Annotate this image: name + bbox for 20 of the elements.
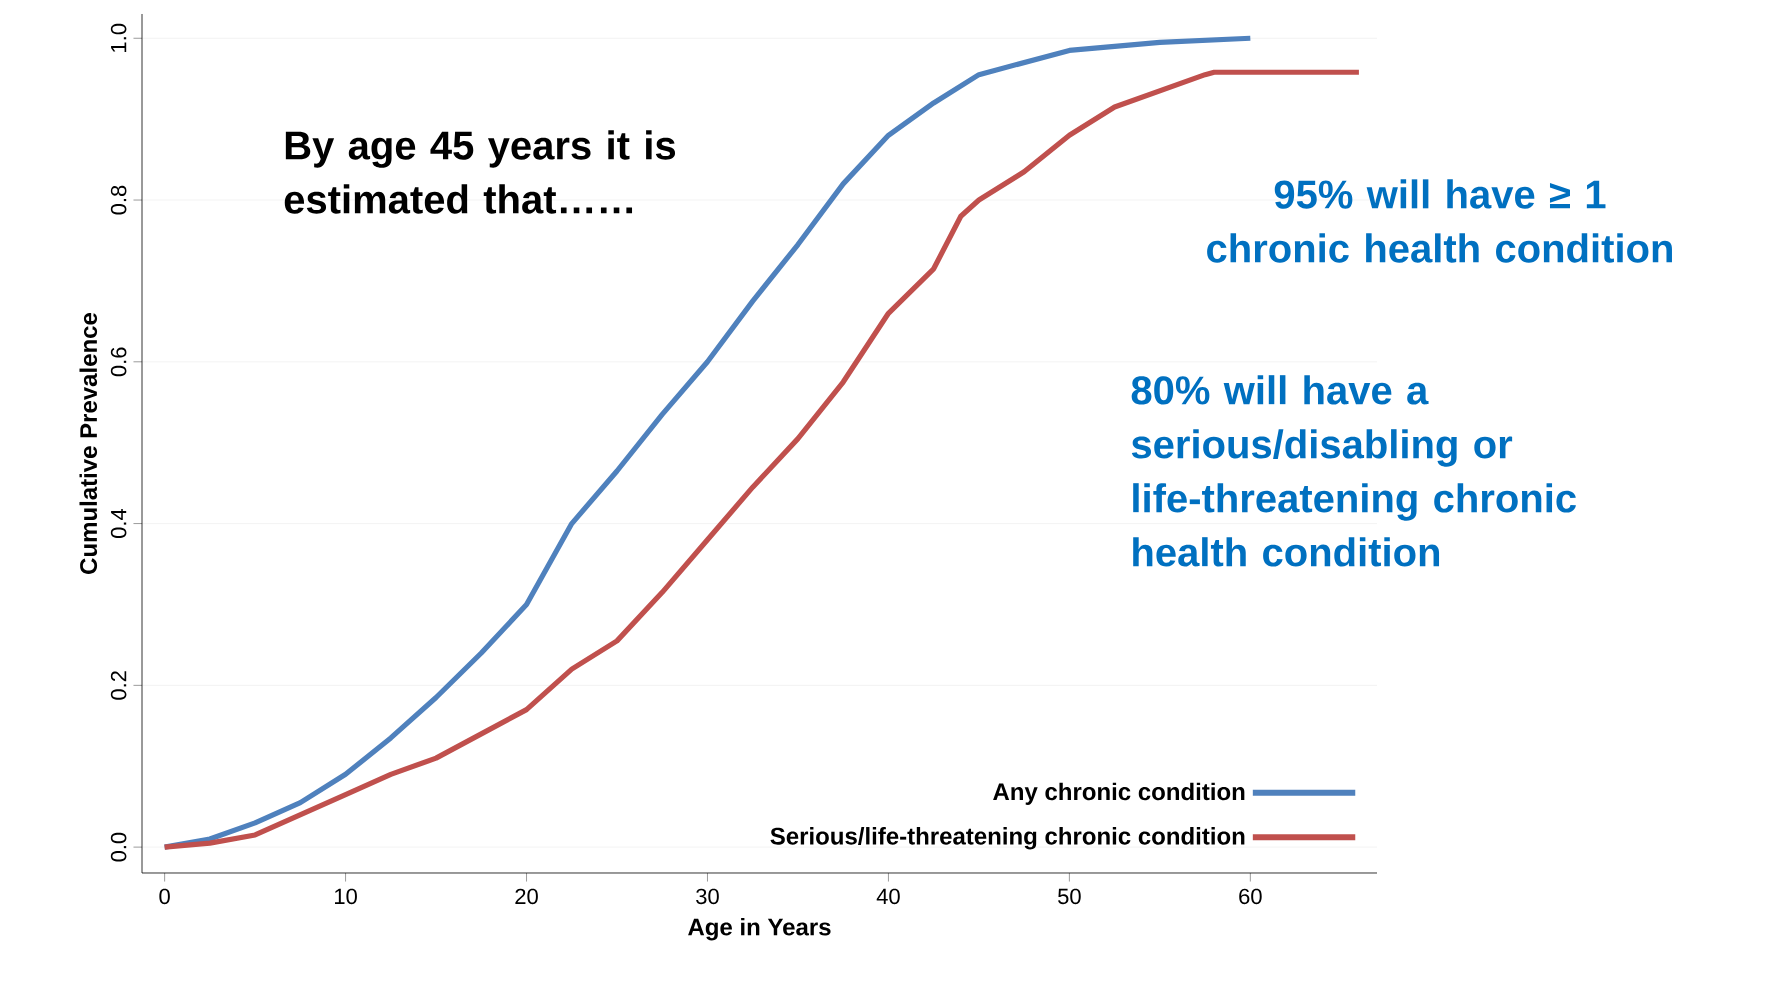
y-tick-label: 0.0 [110, 832, 127, 862]
annotation: 95% will have ≥ 1 chronic health condition [1207, 179, 1672, 263]
x-tick-label: 40 [876, 888, 900, 905]
y-axis-title: Cumulative Prevalence [79, 312, 98, 574]
x-tick-label: 50 [1058, 888, 1081, 905]
annotation: 80% will have a serious/disabling or life-threatening chronic health condition [1131, 375, 1576, 567]
y-tick-label: 0.6 [110, 347, 127, 377]
y-tick-label: 1.0 [110, 23, 127, 52]
x-tick-label: 30 [696, 888, 719, 905]
x-tick-label: 0 [159, 888, 170, 905]
y-tick-label: 0.8 [110, 185, 127, 215]
x-tick-label: 60 [1239, 888, 1262, 905]
x-tick-label: 10 [335, 888, 357, 905]
x-axis-title: Age in Years [688, 917, 831, 941]
x-tick-label: 20 [515, 888, 538, 905]
y-tick-label: 0.4 [110, 508, 127, 539]
annotation: By age 45 years it is estimated that…… [284, 130, 676, 214]
legend-label: Any chronic condition [993, 782, 1245, 806]
y-tick-label: 0.2 [110, 671, 127, 700]
legend-label: Serious/life-threatening chronic condition [770, 827, 1245, 850]
